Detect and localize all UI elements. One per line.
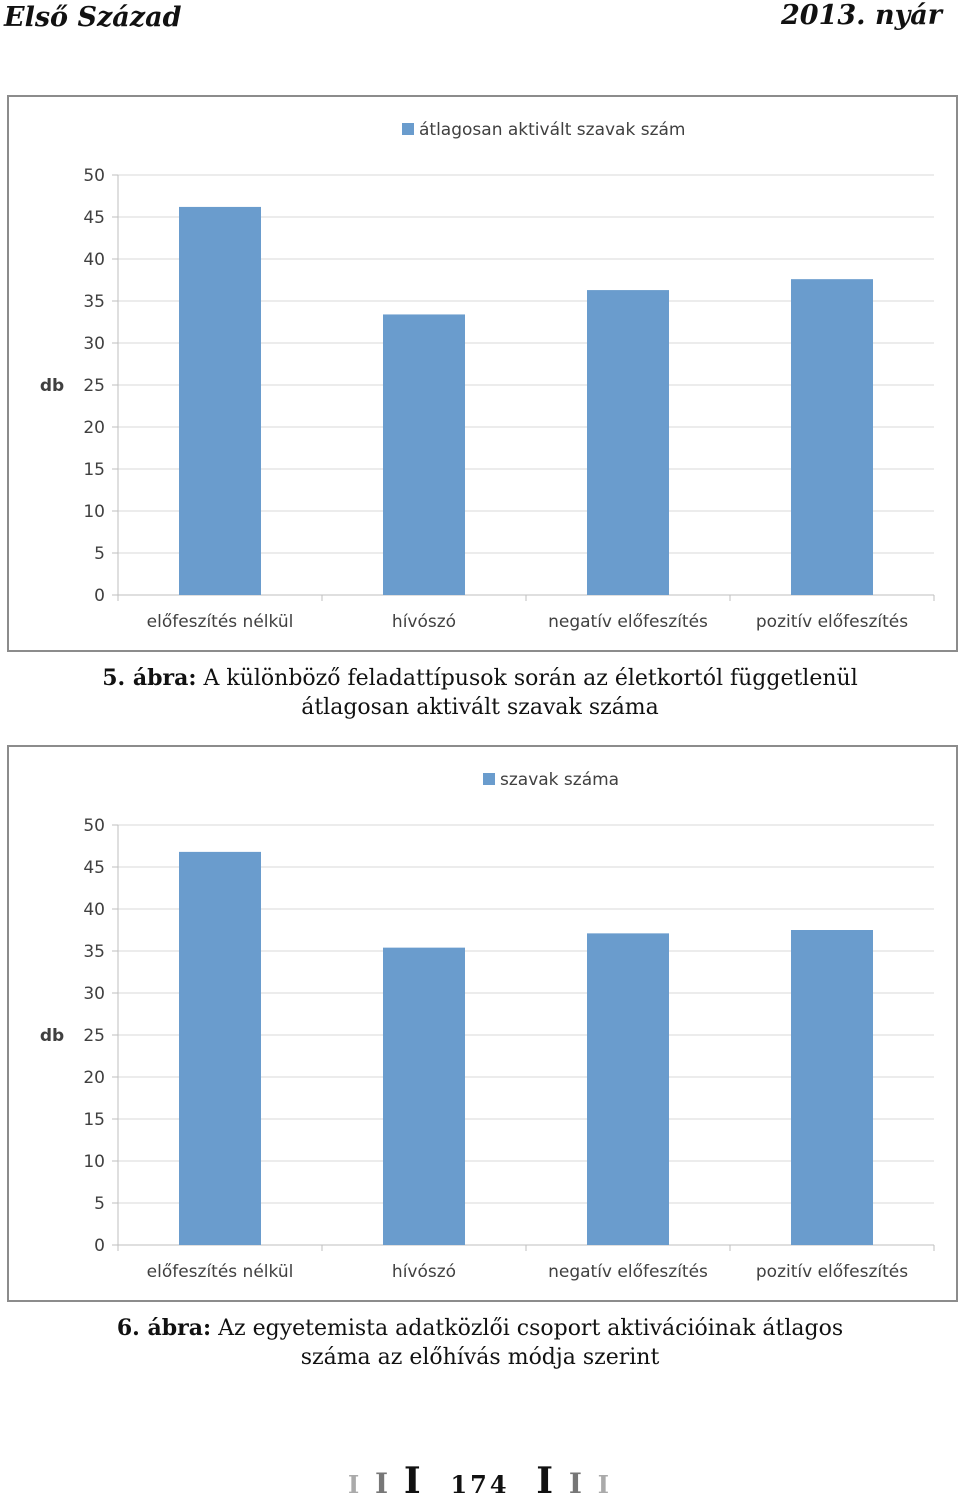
x-tick-label: pozitív előfeszítés [756,1262,908,1282]
y-axis-label: db [40,376,64,396]
caption-label: 5. ábra: [102,665,197,691]
ornament-mark: I [403,1460,424,1502]
caption-text: A különböző feladattípusok során az élet… [203,666,858,691]
y-tick-label: 40 [83,900,105,920]
caption-text-line2: átlagosan aktivált szavak száma [301,695,659,720]
y-tick-label: 35 [83,292,105,312]
y-tick-label: 45 [83,858,105,878]
ornament-mark: I [348,1470,363,1499]
x-tick-label: előfeszítés nélkül [147,612,294,632]
legend-swatch [483,773,495,785]
y-tick-label: 45 [83,208,105,228]
caption-label: 6. ábra: [116,1315,212,1341]
y-tick-label: 40 [83,250,105,270]
bar [791,279,873,595]
y-tick-label: 50 [83,816,105,836]
y-tick-label: 5 [94,544,105,564]
caption-text-line2: száma az előhívás módja szerint [300,1345,660,1370]
legend-label: szavak száma [500,770,619,790]
legend-label: átlagosan aktivált szavak szám [419,120,685,140]
y-axis-label: db [40,1026,64,1046]
bar [383,314,465,595]
figure-5-caption: 5. ábra: A különböző feladattípusok sorá… [0,664,960,722]
legend-swatch [402,123,414,135]
y-tick-label: 5 [94,1194,105,1214]
x-tick-label: hívószó [392,1262,456,1282]
chart-svg: szavak száma 0 5 10 15 20 25 30 35 40 45 50 db előfes… [40,770,935,1282]
y-tick-label: 20 [83,1068,105,1088]
x-tick-label: negatív előfeszítés [548,1262,708,1282]
ornament-mark: I [597,1470,612,1499]
ornament-mark: I [374,1467,392,1500]
y-tick-label: 25 [83,376,105,396]
x-tick-label: előfeszítés nélkül [147,1262,294,1282]
y-tick-label: 15 [83,460,105,480]
y-tick-label: 50 [83,166,105,186]
legend: szavak száma [483,770,619,790]
y-tick-label: 20 [83,418,105,438]
bar-chart-figure-6: szavak száma 0 5 10 15 20 25 30 35 40 45 50 db előfes… [7,745,958,1302]
bar [179,851,261,1245]
page-footer: I I I 174 I I I [0,1460,960,1502]
ornament-mark: I [536,1460,557,1502]
y-tick-label: 0 [94,586,105,606]
y-tick-label: 30 [83,334,105,354]
bar [179,206,261,596]
issue-date: 2013. nyár [781,0,942,31]
page-number: 174 [450,1470,510,1499]
bar-chart-figure-5: átlagosan aktivált szavak szám 0 5 10 15 20 25… [7,95,958,652]
x-tick-label: hívószó [392,612,456,632]
bar [587,290,669,595]
y-tick-label: 10 [83,1152,105,1172]
journal-title: Első Század [4,2,182,33]
bar [791,930,873,1245]
y-tick-label: 25 [83,1026,105,1046]
y-tick-label: 30 [83,984,105,1004]
caption-text: Az egyetemista adatközlői csoport aktivá… [218,1316,844,1341]
y-tick-label: 35 [83,942,105,962]
x-tick-label: negatív előfeszítés [548,612,708,632]
legend: átlagosan aktivált szavak szám [402,120,685,140]
bar [383,947,465,1245]
x-tick-label: pozitív előfeszítés [756,612,908,632]
y-tick-label: 15 [83,1110,105,1130]
y-tick-label: 0 [94,1236,105,1256]
chart-svg: átlagosan aktivált szavak szám 0 5 10 15 20 25… [40,120,935,632]
ornament-mark: I [568,1467,585,1500]
bar [587,933,669,1245]
y-tick-label: 10 [83,502,105,522]
figure-6-caption: 6. ábra: Az egyetemista adatközlői csopo… [0,1314,960,1372]
